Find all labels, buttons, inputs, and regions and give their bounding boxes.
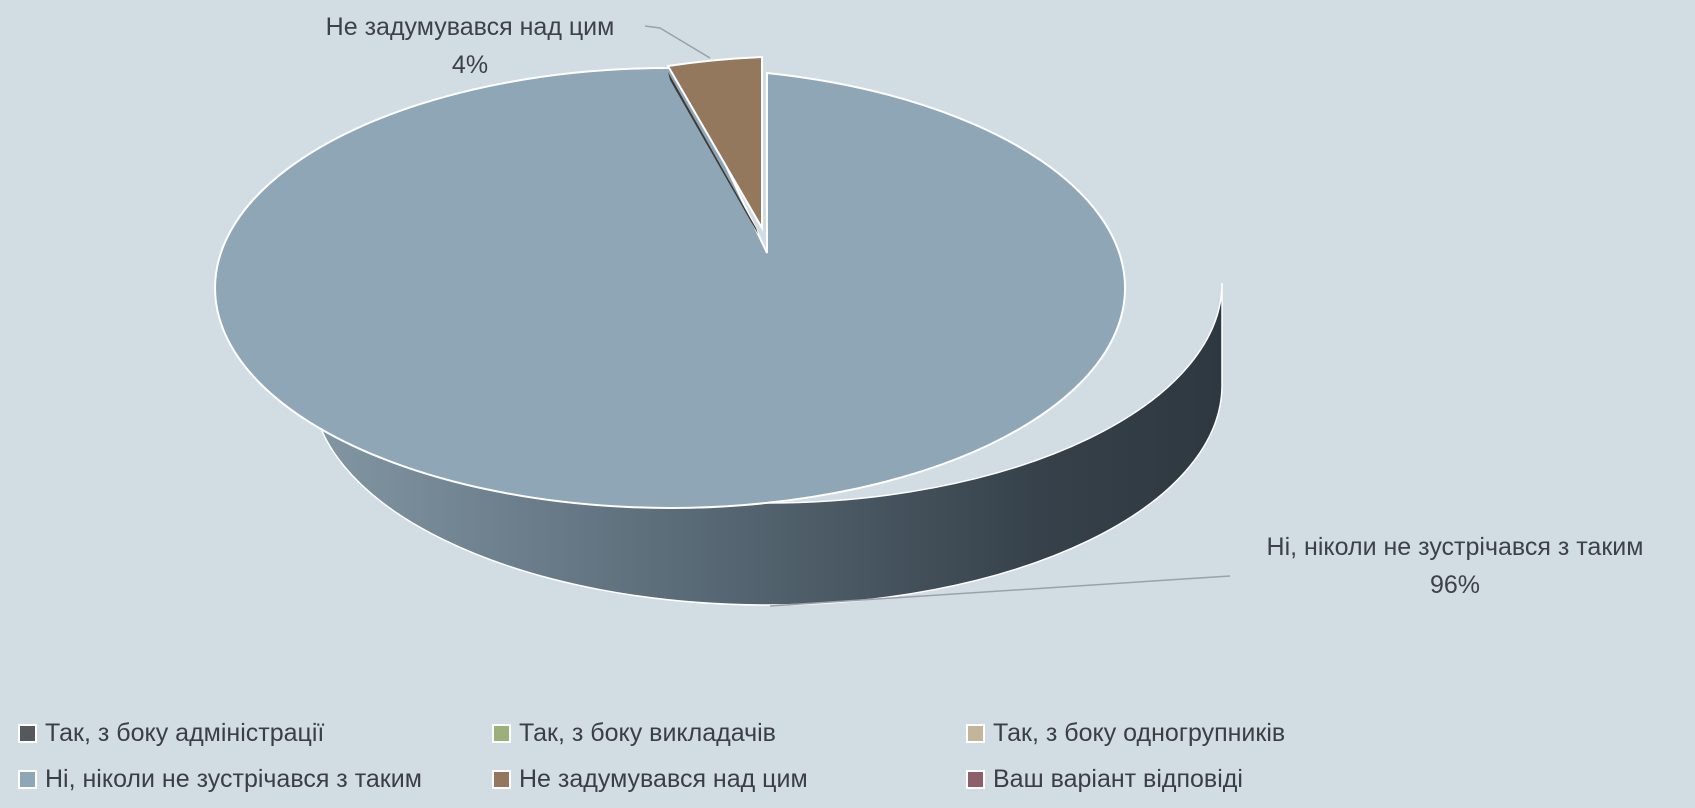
pie-slice-small	[666, 55, 763, 232]
legend-swatch	[966, 769, 985, 789]
legend-label: Ні, ніколи не зустрічався з таким	[45, 765, 422, 793]
data-label-never-encountered: Ні, ніколи не зустрічався з таким 96%	[1225, 528, 1685, 604]
data-label-not-thought: Не задумувався над цим 4%	[300, 8, 640, 84]
leader-line-big	[769, 575, 1231, 607]
data-label-name: Ні, ніколи не зустрічався з таким	[1266, 533, 1644, 561]
legend-item[interactable]: Так, з боку одногрупників	[966, 716, 1586, 750]
legend-label: Не задумувався над цим	[519, 765, 808, 793]
legend-swatch	[18, 723, 37, 743]
data-label-percent: 96%	[1429, 571, 1481, 599]
leader-line-small	[644, 25, 711, 59]
legend-item[interactable]: Не задумувався над цим	[492, 762, 966, 796]
legend-label: Так, з боку одногрупників	[993, 719, 1286, 747]
legend-swatch	[18, 769, 37, 789]
legend-item[interactable]: Так, з боку викладачів	[492, 716, 966, 750]
data-label-name: Не задумувався над цим	[325, 13, 615, 41]
data-label-percent: 4%	[451, 51, 489, 79]
legend-swatch	[966, 723, 985, 743]
legend-swatch	[492, 769, 511, 789]
legend-item[interactable]: Ні, ніколи не зустрічався з таким	[18, 762, 492, 796]
legend-label: Так, з боку адміністрації	[45, 719, 325, 747]
legend-item[interactable]: Ваш варіант відповіді	[966, 762, 1586, 796]
legend-item[interactable]: Так, з боку адміністрації	[18, 716, 492, 750]
pie-slice-main	[214, 66, 1127, 509]
pie-slice-small-side	[668, 72, 758, 234]
legend-label: Ваш варіант відповіді	[993, 765, 1243, 793]
legend-label: Так, з боку викладачів	[519, 719, 776, 747]
legend: Так, з боку адміністрації Так, з боку ви…	[18, 716, 1678, 796]
legend-swatch	[492, 723, 511, 743]
